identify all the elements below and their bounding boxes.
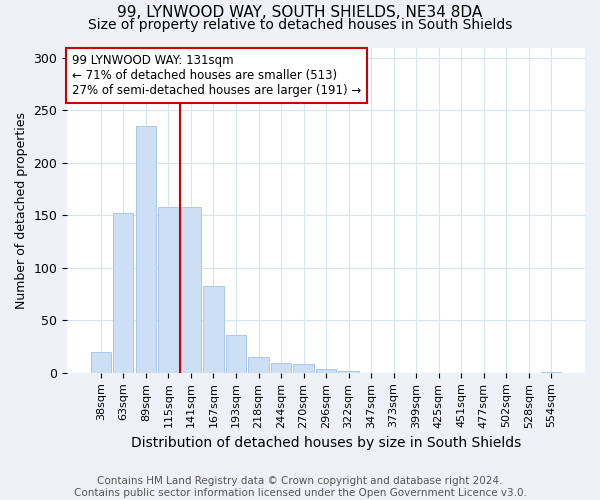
Y-axis label: Number of detached properties: Number of detached properties (15, 112, 28, 308)
X-axis label: Distribution of detached houses by size in South Shields: Distribution of detached houses by size … (131, 436, 521, 450)
Bar (316, 368, 336, 373)
Text: 99 LYNWOOD WAY: 131sqm
← 71% of detached houses are smaller (513)
27% of semi-de: 99 LYNWOOD WAY: 131sqm ← 71% of detached… (73, 54, 362, 97)
Text: 99, LYNWOOD WAY, SOUTH SHIELDS, NE34 8DA: 99, LYNWOOD WAY, SOUTH SHIELDS, NE34 8DA (118, 5, 482, 20)
Bar (293, 364, 314, 373)
Bar (226, 335, 246, 373)
Text: Size of property relative to detached houses in South Shields: Size of property relative to detached ho… (88, 18, 512, 32)
Bar (113, 214, 133, 373)
Bar (158, 207, 179, 373)
Bar (248, 357, 269, 373)
Bar (271, 364, 291, 373)
Bar (181, 207, 201, 373)
Bar (136, 126, 156, 373)
Bar (203, 286, 224, 373)
Text: Contains HM Land Registry data © Crown copyright and database right 2024.
Contai: Contains HM Land Registry data © Crown c… (74, 476, 526, 498)
Bar (541, 372, 562, 373)
Bar (91, 352, 111, 373)
Bar (338, 370, 359, 373)
